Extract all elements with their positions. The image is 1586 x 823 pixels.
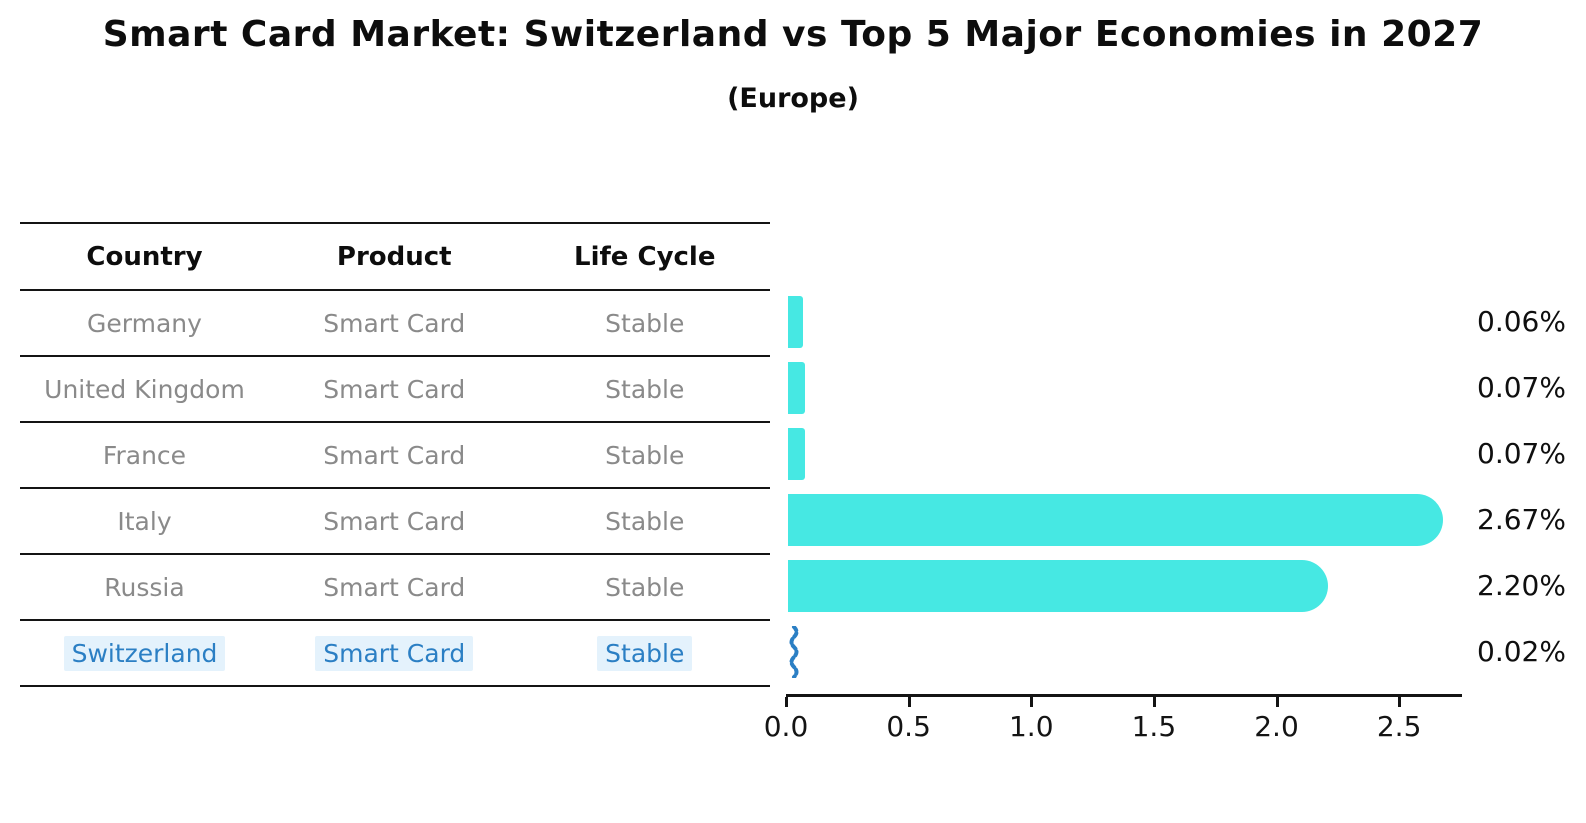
bar-italy — [788, 494, 1443, 546]
x-tick-label: 2.0 — [1254, 710, 1299, 743]
bar-germany — [788, 296, 803, 348]
country-cell: France — [102, 440, 187, 470]
x-axis: 0.0 0.5 1.0 1.5 2.0 2.5 — [764, 694, 1462, 744]
x-tick — [907, 697, 911, 707]
life-cycle-cell: Stable — [520, 635, 771, 671]
bar-slot — [788, 553, 1460, 619]
x-tick — [1398, 697, 1402, 707]
x-tick-label: 0.5 — [886, 710, 931, 743]
country-cell: Germany — [87, 308, 202, 338]
x-tick — [1030, 697, 1034, 707]
x-tick-label: 2.5 — [1376, 710, 1422, 743]
x-axis-line — [786, 694, 1462, 697]
country-table: Country Product Life Cycle Germany Smart… — [20, 222, 770, 687]
product-cell: Smart Card — [269, 635, 520, 671]
country-cell: Italy — [117, 506, 172, 536]
bar-russia — [788, 560, 1328, 612]
table-row-switzerland-highlighted: Switzerland Smart Card Stable — [20, 621, 770, 687]
bar-france — [788, 428, 806, 480]
x-tick-label: 1.0 — [1008, 710, 1054, 743]
life-cycle-cell: Stable — [605, 308, 685, 338]
product-cell: Smart Card — [323, 374, 466, 404]
value-label-russia: 2.20% — [1477, 569, 1566, 602]
x-tick — [1152, 697, 1156, 707]
bar-slot — [788, 421, 1460, 487]
column-header-country: Country — [86, 241, 203, 272]
life-cycle-cell: Stable — [605, 440, 685, 470]
column-header-life-cycle: Life Cycle — [574, 241, 716, 272]
country-cell: Switzerland — [20, 635, 269, 671]
column-header-product: Product — [336, 241, 452, 272]
bar-switzerland-hatched — [789, 626, 799, 678]
bar-chart-plot-area — [788, 289, 1460, 685]
value-label-germany: 0.06% — [1477, 305, 1566, 338]
chart-subtitle: (Europe) — [727, 83, 859, 114]
life-cycle-cell: Stable — [605, 374, 685, 404]
product-cell: Smart Card — [323, 440, 466, 470]
country-cell: United Kingdom — [44, 374, 245, 404]
table-row-united-kingdom: United Kingdom Smart Card Stable — [20, 357, 770, 423]
table-row-italy: Italy Smart Card Stable — [20, 489, 770, 555]
x-tick-label: 1.5 — [1131, 710, 1177, 743]
product-cell: Smart Card — [323, 572, 466, 602]
product-cell: Smart Card — [323, 308, 466, 338]
table-header-row: Country Product Life Cycle — [20, 224, 770, 291]
bar-slot — [788, 619, 1460, 685]
x-tick — [1275, 697, 1279, 707]
x-tick-label: 0.0 — [763, 710, 809, 743]
bar-slot — [788, 289, 1460, 355]
life-cycle-cell: Stable — [605, 572, 685, 602]
table-row-russia: Russia Smart Card Stable — [20, 555, 770, 621]
value-label-italy: 2.67% — [1477, 503, 1566, 536]
value-label-united-kingdom: 0.07% — [1477, 371, 1566, 404]
x-tick — [785, 697, 788, 707]
value-label-switzerland: 0.02% — [1477, 635, 1566, 668]
product-cell: Smart Card — [323, 506, 466, 536]
bar-slot — [788, 355, 1460, 421]
table-row-france: France Smart Card Stable — [20, 423, 770, 489]
life-cycle-cell: Stable — [605, 506, 685, 536]
table-row-germany: Germany Smart Card Stable — [20, 291, 770, 357]
bar-united-kingdom — [788, 362, 806, 414]
country-cell: Russia — [104, 572, 185, 602]
bar-slot — [788, 487, 1460, 553]
value-label-france: 0.07% — [1477, 437, 1566, 470]
chart-title: Smart Card Market: Switzerland vs Top 5 … — [102, 14, 1484, 55]
